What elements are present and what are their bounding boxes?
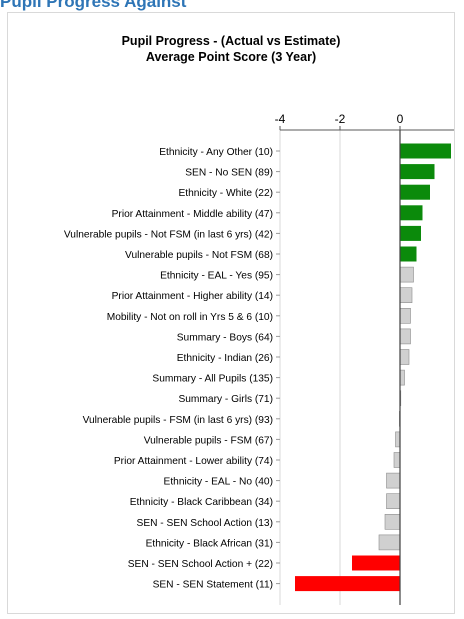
bar bbox=[399, 287, 413, 304]
bar bbox=[399, 328, 411, 345]
category-label: SEN - SEN Statement (11) bbox=[153, 580, 273, 591]
bar bbox=[399, 349, 410, 365]
bar bbox=[400, 184, 430, 200]
category-label: Vulnerable pupils - Not FSM (68) bbox=[125, 250, 273, 261]
bar bbox=[384, 513, 401, 530]
bar bbox=[399, 307, 411, 324]
category-label: Ethnicity - Black Caribbean (34) bbox=[130, 497, 273, 508]
bar bbox=[400, 143, 451, 159]
bar bbox=[400, 205, 423, 221]
category-label: Prior Attainment - Middle ability (47) bbox=[112, 209, 273, 220]
category-label: SEN - SEN School Action + (22) bbox=[128, 559, 273, 570]
x-tick-label: 0 bbox=[397, 112, 404, 126]
bar bbox=[393, 452, 401, 468]
bar bbox=[295, 576, 400, 592]
category-label: Summary - Boys (64) bbox=[177, 332, 273, 343]
bar-chart: -4-202Ethnicity - Any Other (10)SEN - No… bbox=[64, 112, 454, 605]
category-label: Ethnicity - EAL - Yes (95) bbox=[160, 271, 273, 282]
category-label: Ethnicity - White (22) bbox=[178, 188, 273, 199]
category-label: SEN - SEN School Action (13) bbox=[137, 518, 273, 529]
category-label: Mobility - Not on roll in Yrs 5 & 6 (10) bbox=[107, 312, 273, 323]
category-label: Vulnerable pupils - Not FSM (in last 6 y… bbox=[64, 229, 273, 240]
bar bbox=[400, 164, 435, 180]
category-label: Summary - All Pupils (135) bbox=[152, 374, 273, 385]
bar bbox=[399, 369, 405, 386]
bar bbox=[352, 555, 400, 571]
category-label: Ethnicity - Indian (26) bbox=[177, 353, 273, 364]
bar bbox=[400, 225, 421, 241]
category-label: Ethnicity - Any Other (10) bbox=[159, 147, 273, 158]
category-label: Prior Attainment - Higher ability (14) bbox=[112, 291, 273, 302]
category-label: Ethnicity - EAL - No (40) bbox=[164, 477, 273, 488]
category-label: Prior Attainment - Lower ability (74) bbox=[114, 456, 273, 467]
category-label: Ethnicity - Black African (31) bbox=[146, 538, 273, 549]
category-label: Vulnerable pupils - FSM (in last 6 yrs) … bbox=[83, 415, 273, 426]
bar bbox=[400, 246, 417, 262]
chart-panel: Pupil Progress - (Actual vs Estimate) Av… bbox=[7, 12, 455, 614]
bar bbox=[395, 431, 401, 448]
bar bbox=[378, 534, 401, 551]
category-label: SEN - No SEN (89) bbox=[185, 168, 273, 179]
x-tick-label: -2 bbox=[335, 112, 346, 126]
page-header: Pupil Progress Against bbox=[0, 0, 187, 11]
bar bbox=[399, 266, 414, 283]
chart-subtitle: Average Point Score (3 Year) bbox=[145, 50, 317, 64]
bar bbox=[386, 493, 401, 510]
x-tick-label: -4 bbox=[275, 112, 286, 126]
category-label: Summary - Girls (71) bbox=[178, 394, 273, 405]
bar bbox=[386, 472, 401, 489]
category-label: Vulnerable pupils - FSM (67) bbox=[144, 435, 273, 446]
chart-title: Pupil Progress - (Actual vs Estimate) bbox=[121, 34, 341, 48]
